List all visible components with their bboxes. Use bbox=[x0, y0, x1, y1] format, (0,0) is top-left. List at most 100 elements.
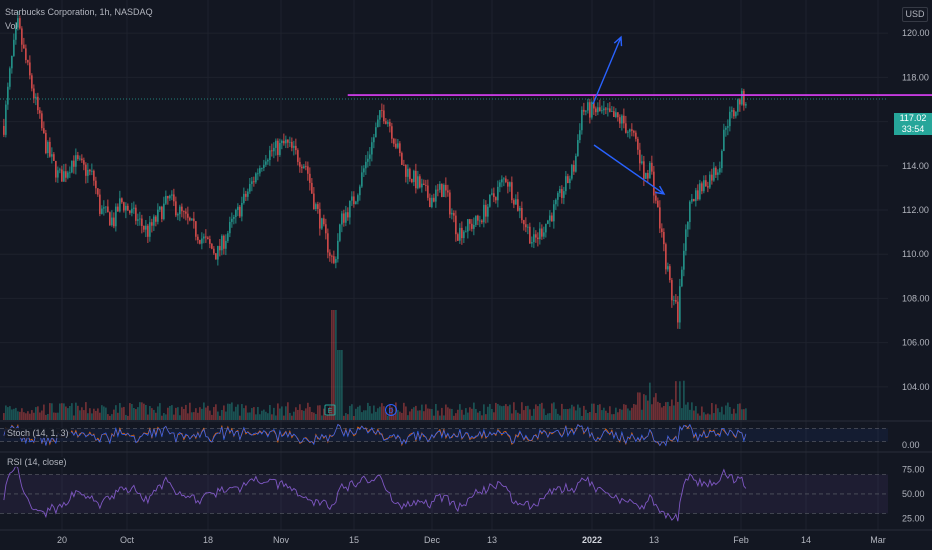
candle-body bbox=[579, 130, 581, 141]
candle-body bbox=[421, 183, 423, 188]
candle-body bbox=[387, 122, 389, 124]
candle-body bbox=[719, 168, 721, 173]
volume-bar bbox=[175, 407, 177, 420]
candle-body bbox=[77, 155, 79, 159]
volume-bar bbox=[577, 404, 579, 420]
candle-body bbox=[149, 222, 151, 237]
candle-body bbox=[159, 206, 161, 210]
candle-body bbox=[261, 167, 263, 169]
stoch-band bbox=[0, 428, 888, 442]
volume-bar bbox=[705, 414, 707, 420]
volume-bar bbox=[403, 402, 405, 420]
candle-body bbox=[587, 102, 589, 111]
volume-label: Vol bbox=[5, 21, 18, 31]
volume-bar bbox=[121, 407, 123, 420]
candle-body bbox=[523, 220, 525, 225]
volume-bar bbox=[99, 412, 101, 420]
volume-bar bbox=[201, 408, 203, 420]
candle-body bbox=[525, 224, 527, 228]
volume-bar bbox=[67, 408, 69, 420]
volume-bar bbox=[13, 408, 15, 420]
candle-body bbox=[645, 173, 647, 179]
earnings-marker[interactable]: E bbox=[324, 404, 336, 416]
dividend-marker[interactable]: D bbox=[384, 404, 397, 416]
candle-body bbox=[721, 150, 723, 169]
volume-bar bbox=[431, 409, 433, 420]
arrow-up[interactable] bbox=[592, 36, 622, 105]
volume-bar bbox=[461, 409, 463, 420]
volume-bar bbox=[325, 415, 327, 420]
volume-bar bbox=[405, 406, 407, 420]
candle-body bbox=[143, 225, 145, 230]
volume-bar bbox=[513, 402, 515, 420]
volume-bar bbox=[193, 412, 195, 420]
volume-bar bbox=[179, 415, 181, 420]
volume-bar bbox=[613, 414, 615, 420]
volume-bar bbox=[63, 403, 65, 420]
candle-body bbox=[45, 133, 47, 154]
volume-bar bbox=[401, 412, 403, 420]
event-marker-label: D bbox=[388, 408, 393, 415]
volume-bar bbox=[81, 407, 83, 420]
volume-bar bbox=[493, 412, 495, 420]
candle-body bbox=[61, 169, 63, 182]
candle-body bbox=[303, 166, 305, 169]
volume-bar bbox=[265, 411, 267, 420]
candle-body bbox=[103, 207, 105, 209]
candle-body bbox=[535, 234, 537, 238]
candle-body bbox=[89, 169, 91, 172]
volume-bar bbox=[341, 350, 343, 420]
candle-body bbox=[633, 130, 635, 133]
candle-body bbox=[205, 236, 207, 238]
candle-body bbox=[725, 127, 727, 130]
candles bbox=[0, 11, 888, 330]
candle-body bbox=[329, 252, 331, 256]
candle-body bbox=[481, 220, 483, 223]
candle-body bbox=[307, 166, 309, 174]
y-tick-label: 104.00 bbox=[902, 382, 930, 392]
candle-body bbox=[175, 201, 177, 216]
candle-body bbox=[379, 110, 381, 120]
currency-button[interactable]: USD bbox=[902, 7, 928, 22]
candle-body bbox=[601, 110, 603, 112]
candle-body bbox=[341, 213, 343, 225]
arrow-down[interactable] bbox=[593, 144, 665, 195]
stoch-label[interactable]: Stoch (14, 1, 3) bbox=[5, 428, 71, 438]
volume-bar bbox=[231, 402, 233, 420]
volume-bar bbox=[189, 402, 191, 420]
volume-bar bbox=[241, 404, 243, 420]
candle-body bbox=[125, 205, 127, 211]
volume-bar bbox=[327, 414, 329, 420]
candle-body bbox=[509, 182, 511, 187]
volume-bar bbox=[715, 404, 717, 420]
y-tick-label: 114.00 bbox=[902, 161, 929, 171]
candle-body bbox=[665, 244, 667, 270]
x-tick-label: 20 bbox=[57, 535, 67, 545]
volume-bar bbox=[587, 413, 589, 420]
volume-bar bbox=[599, 404, 601, 420]
volume-bar bbox=[521, 402, 523, 420]
volume-bar bbox=[17, 411, 19, 420]
volume-bar bbox=[597, 404, 599, 420]
rsi-label[interactable]: RSI (14, close) bbox=[5, 457, 69, 467]
volume-bar bbox=[591, 403, 593, 420]
candle-body bbox=[519, 208, 521, 211]
candle-body bbox=[475, 215, 477, 225]
volume-bar bbox=[55, 412, 57, 420]
candle-body bbox=[173, 194, 175, 202]
candle-body bbox=[141, 218, 143, 226]
volume-bar bbox=[177, 407, 179, 420]
volume-bar bbox=[153, 409, 155, 420]
volume-bar bbox=[23, 412, 25, 420]
volume-bar bbox=[95, 410, 97, 420]
candle-body bbox=[743, 90, 745, 106]
candle-body bbox=[673, 300, 675, 301]
volume-bar bbox=[39, 412, 41, 420]
volume-bar bbox=[217, 411, 219, 420]
volume-bar bbox=[357, 406, 359, 420]
volume-bar bbox=[565, 409, 567, 420]
volume-bar bbox=[423, 411, 425, 420]
annotations[interactable]: EDD bbox=[324, 35, 932, 416]
candle-body bbox=[417, 176, 419, 189]
